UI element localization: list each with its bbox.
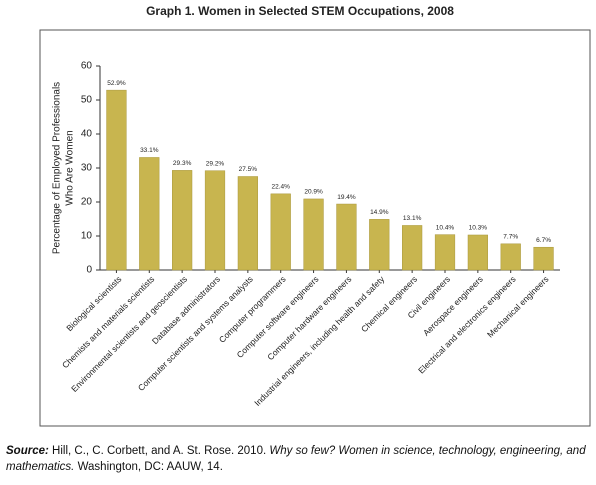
value-label: 19.4% (337, 194, 356, 201)
x-tick-label: Aerospace engineers (421, 274, 485, 338)
bar (434, 234, 456, 271)
source-authors: Hill, C., C. Corbett, and A. St. Rose. 2… (52, 445, 267, 457)
bar (533, 246, 554, 271)
y-tick-label: 20 (81, 197, 93, 208)
value-label: 6.7% (536, 237, 551, 244)
source-publisher: Washington, DC: AAUW, 14. (77, 461, 223, 473)
bar (106, 89, 127, 271)
value-label: 13.1% (403, 215, 422, 222)
value-label: 20.9% (304, 189, 323, 196)
chart-frame (39, 29, 591, 427)
x-tick-label: Environmental scientists and geoscientis… (69, 274, 189, 394)
value-label: 22.4% (271, 184, 290, 191)
y-axis-label: Percentage of Employed Professionals (52, 82, 63, 254)
value-label: 33.1% (140, 147, 159, 154)
source-label: Source: (6, 445, 49, 457)
bar (237, 176, 258, 271)
source-work: Why so few? Women in science, technology… (6, 445, 586, 473)
bar (139, 157, 160, 271)
value-label: 10.4% (436, 224, 455, 231)
value-label: 52.9% (107, 80, 126, 87)
value-label: 7.7% (503, 234, 518, 241)
y-tick-label: 60 (81, 61, 93, 72)
chart-title: Graph 1. Women in Selected STEM Occupati… (146, 4, 454, 18)
y-tick-label: 50 (81, 95, 93, 106)
bar (270, 193, 291, 271)
x-tick-label: Mechanical engineers (485, 274, 551, 340)
x-tick-label: Biological scientists (64, 274, 123, 333)
bar (204, 170, 226, 271)
x-tick-label: Chemical engineers (359, 274, 419, 334)
bar (402, 225, 423, 271)
y-tick-label: 0 (86, 265, 92, 276)
value-label: 29.2% (206, 160, 225, 167)
y-tick-label: 30 (81, 163, 93, 174)
y-tick-label: 40 (81, 129, 93, 140)
y-tick-label: 10 (81, 231, 93, 242)
bar (369, 219, 390, 271)
bar (336, 203, 357, 271)
bar (303, 198, 324, 271)
y-axis-label: Who Are Women (65, 130, 76, 205)
value-label: 27.5% (239, 166, 258, 173)
value-label: 10.3% (469, 225, 488, 232)
value-label: 29.3% (173, 160, 192, 167)
x-tick-label: Computer scientists and systems analysts (136, 274, 255, 393)
value-label: 14.9% (370, 209, 389, 216)
bar (500, 243, 521, 271)
bar (172, 170, 193, 271)
source-note: Source: Hill, C., C. Corbett, and A. St.… (6, 443, 591, 475)
chart: Graph 1. Women in Selected STEM Occupati… (39, 4, 591, 427)
bar (467, 234, 488, 271)
